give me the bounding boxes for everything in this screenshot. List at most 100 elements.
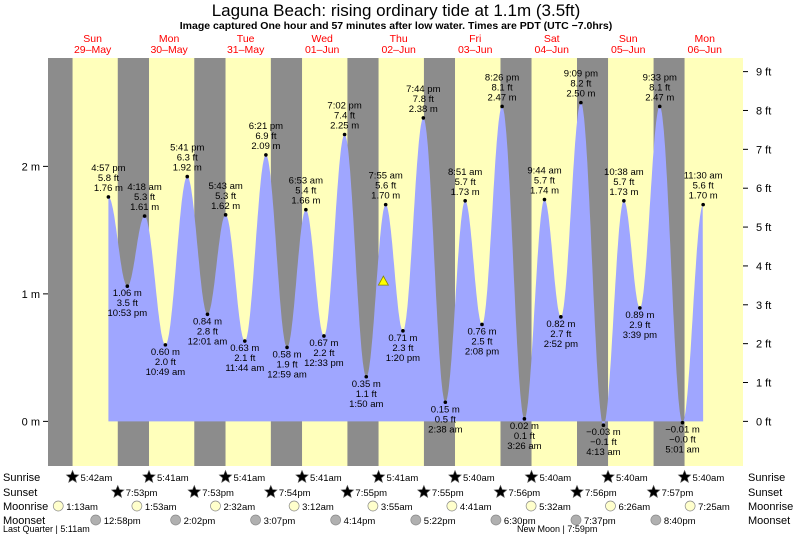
- low-tide-marker: 0.89 m2.9 ft3:39 pm: [623, 306, 657, 341]
- tide-point: [542, 197, 547, 202]
- moonset-moon-icon: [90, 514, 102, 526]
- tide-feet: −0.1 ft: [590, 437, 617, 448]
- tide-time: 10:53 pm: [108, 308, 148, 319]
- tide-point: [185, 174, 190, 179]
- day-date: 31–May: [227, 44, 265, 56]
- tide-feet: 2.7 ft: [550, 329, 571, 340]
- tide-feet: 1.1 ft: [356, 389, 377, 400]
- tide-meters: 1.92 m: [173, 163, 202, 174]
- right-tick-label: 9 ft: [756, 67, 771, 79]
- tide-time: 11:44 am: [225, 363, 264, 374]
- tide-point: [701, 202, 705, 207]
- sunrise-time: 5:41am: [234, 473, 266, 484]
- tide-time: 8:51 am: [448, 167, 482, 178]
- tide-time: 10:38 am: [604, 167, 644, 178]
- day-date: 05–Jun: [611, 44, 646, 56]
- sunset-row-label: Sunset: [3, 487, 37, 499]
- tide-feet: 3.5 ft: [117, 298, 138, 309]
- moonrise-time: 6:26am: [618, 502, 650, 513]
- tide-feet: 8.1 ft: [492, 82, 513, 93]
- tide-point: [163, 343, 168, 347]
- sunrise-star-icon: [295, 469, 309, 483]
- right-tick-label: 6 ft: [756, 183, 771, 195]
- moonset-time: 6:30pm: [504, 516, 536, 527]
- sunrise-star-icon: [601, 469, 615, 483]
- moonrise-row-label: Moonrise: [3, 501, 48, 513]
- moonset-row-label: Moonset: [3, 515, 45, 527]
- tide-feet: 5.6 ft: [375, 181, 396, 192]
- sunset-star-icon: [110, 484, 125, 498]
- high-tide-marker: 6:53 am5.4 ft1.66 m: [289, 176, 323, 212]
- tide-meters: 2.50 m: [566, 89, 595, 100]
- moonset-moon-icon: [250, 514, 261, 526]
- sunrise-star-icon: [448, 469, 462, 483]
- moonset-time: 4:14pm: [344, 516, 376, 527]
- moonrise-moon-icon: [446, 500, 458, 512]
- sunset-star-icon: [416, 484, 431, 498]
- sunset-time: 7:57pm: [662, 488, 694, 499]
- moonset-time: 7:37pm: [584, 516, 616, 527]
- tide-meters: 2.38 m: [409, 104, 438, 115]
- right-tick-label: 5 ft: [756, 222, 771, 234]
- tide-time: 1:50 am: [349, 399, 383, 410]
- high-tide-marker: 7:02 pm7.4 ft2.25 m: [327, 101, 362, 137]
- tide-point: [443, 400, 448, 405]
- day-date: 06–Jun: [688, 44, 723, 56]
- tide-point: [579, 100, 583, 105]
- tide-feet: 8.2 ft: [570, 79, 591, 90]
- tide-time: 5:43 am: [208, 181, 242, 192]
- tide-feet: 0.5 ft: [435, 414, 456, 425]
- right-tick-label: 7 ft: [756, 144, 771, 156]
- tide-meters: 2.47 m: [488, 92, 517, 103]
- tide-meters: 1.73 m: [451, 187, 480, 198]
- sunrise-time: 5:42am: [81, 473, 113, 484]
- tide-meters: 0.58 m: [273, 349, 302, 360]
- low-tide-marker: −0.03 m−0.1 ft4:13 am: [586, 423, 621, 458]
- sunrise-time: 5:40am: [693, 473, 725, 484]
- tide-feet: 5.7 ft: [613, 177, 634, 188]
- tide-time: 7:55 am: [369, 171, 403, 182]
- sunrise-star-icon: [65, 469, 80, 483]
- sunrise-time: 5:41am: [387, 473, 419, 484]
- high-tide-marker: 9:33 pm8.1 ft2.47 m: [643, 72, 677, 109]
- moonset-time: 5:22pm: [424, 516, 456, 527]
- low-tide-marker: 0.82 m2.7 ft2:52 pm: [544, 315, 578, 350]
- day-labels: Sun29–MayMon30–MayTue31–MayWed01–JunThu0…: [74, 33, 722, 56]
- sunrise-star-icon: [142, 469, 156, 483]
- tide-meters: 0.84 m: [193, 316, 222, 327]
- moonset-time: 2:02pm: [184, 516, 216, 527]
- tide-meters: 1.74 m: [530, 186, 559, 197]
- low-tide-marker: 0.76 m2.5 ft2:08 pm: [465, 322, 499, 357]
- tide-point: [242, 339, 247, 343]
- tide-feet: 6.3 ft: [177, 153, 198, 164]
- tide-time: 4:18 am: [127, 182, 161, 193]
- tide-water-area: [108, 102, 704, 426]
- tide-feet: 7.8 ft: [413, 94, 434, 105]
- tide-point: [421, 116, 426, 120]
- tide-time: 3:39 pm: [623, 330, 657, 341]
- tide-meters: 1.62 m: [211, 201, 240, 212]
- day-name: Mon: [695, 33, 716, 45]
- moonset-moon-icon: [330, 514, 342, 526]
- high-tide-marker: 10:38 am5.7 ft1.73 m: [604, 167, 644, 203]
- tide-feet: 8.1 ft: [649, 82, 670, 93]
- sunset-star-icon: [493, 484, 508, 498]
- tide-time: 7:02 pm: [327, 101, 361, 112]
- right-axis-feet: 0 ft 1 ft 2 ft 3 ft 4 ft 5 ft 6 ft 7 ft 8 ft 9 ft: [743, 67, 771, 428]
- day-name: Wed: [311, 33, 333, 45]
- moonrise-time: 1:53am: [145, 502, 177, 513]
- sun-moon-rows: Sunrise Sunrise 5:42am 5:41am 5:41am 5:41am 5:…: [3, 469, 793, 527]
- tide-point: [383, 202, 388, 207]
- moon-phase-new-moon: New Moon | 7:59pm: [517, 524, 597, 534]
- moonrise-moon-icon: [605, 500, 616, 512]
- sunset-time: 7:55pm: [355, 488, 387, 499]
- sunrise-star-icon: [218, 469, 233, 483]
- tide-point: [622, 199, 626, 203]
- sunrise-time: 5:41am: [310, 473, 342, 484]
- tide-point: [559, 315, 563, 319]
